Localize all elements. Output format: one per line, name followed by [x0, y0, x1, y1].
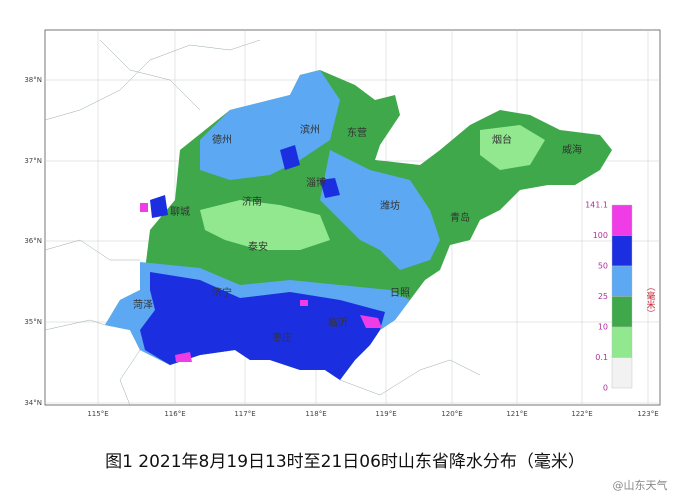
legend-label: 141.1 [585, 201, 608, 210]
lat-label: 36°N [24, 237, 42, 245]
city-label: 威海 [562, 143, 582, 156]
city-label: 菏泽 [133, 299, 153, 311]
legend-swatch [611, 357, 633, 389]
legend-unit: （毫米） [645, 282, 656, 318]
city-label: 淄博 [306, 176, 326, 189]
lon-label: 121°E [506, 410, 527, 418]
city-label: 烟台 [492, 133, 512, 146]
watermark: @山东天气 [613, 478, 668, 492]
city-label: 滨州 [300, 123, 320, 136]
legend-swatch [611, 296, 633, 328]
legend-label: 0.1 [595, 353, 608, 362]
city-label: 日照 [390, 287, 410, 299]
city-label: 聊城 [170, 205, 190, 218]
lat-label: 34°N [24, 399, 42, 407]
lon-label: 122°E [571, 410, 592, 418]
lat-label: 38°N [24, 76, 42, 84]
city-label: 泰安 [248, 240, 268, 253]
legend-label: 10 [598, 323, 608, 332]
city-label: 潍坊 [380, 199, 400, 212]
lon-label: 120°E [441, 410, 462, 418]
lat-label: 37°N [24, 157, 42, 165]
lon-label: 116°E [164, 410, 185, 418]
legend-label: 50 [598, 262, 608, 271]
rainfall-regions [105, 70, 612, 380]
legend-swatch [611, 204, 633, 236]
lon-label: 118°E [305, 410, 326, 418]
legend: 141.1 100 50 25 10 0.1 0 （毫米） [585, 201, 655, 393]
legend-swatch [611, 326, 633, 358]
city-label: 济南 [242, 195, 262, 208]
lon-label: 123°E [637, 410, 658, 418]
lon-label: 115°E [87, 410, 108, 418]
legend-label: 100 [593, 231, 608, 240]
city-label: 青岛 [450, 211, 470, 224]
legend-swatch [611, 265, 633, 297]
caption: 图1 2021年8月19日13时至21日06时山东省降水分布（毫米） [105, 452, 585, 472]
legend-label: 0 [603, 384, 608, 393]
lat-label: 35°N [24, 318, 42, 326]
city-label: 东营 [347, 126, 367, 139]
legend-swatch [611, 235, 633, 267]
legend-label: 25 [598, 292, 608, 301]
city-label: 济宁 [212, 286, 232, 299]
city-label: 枣庄 [272, 331, 292, 344]
lon-label: 117°E [234, 410, 255, 418]
province-borders [44, 39, 481, 406]
city-label: 德州 [212, 133, 232, 146]
city-label: 临沂 [328, 316, 348, 329]
lon-label: 119°E [375, 410, 396, 418]
